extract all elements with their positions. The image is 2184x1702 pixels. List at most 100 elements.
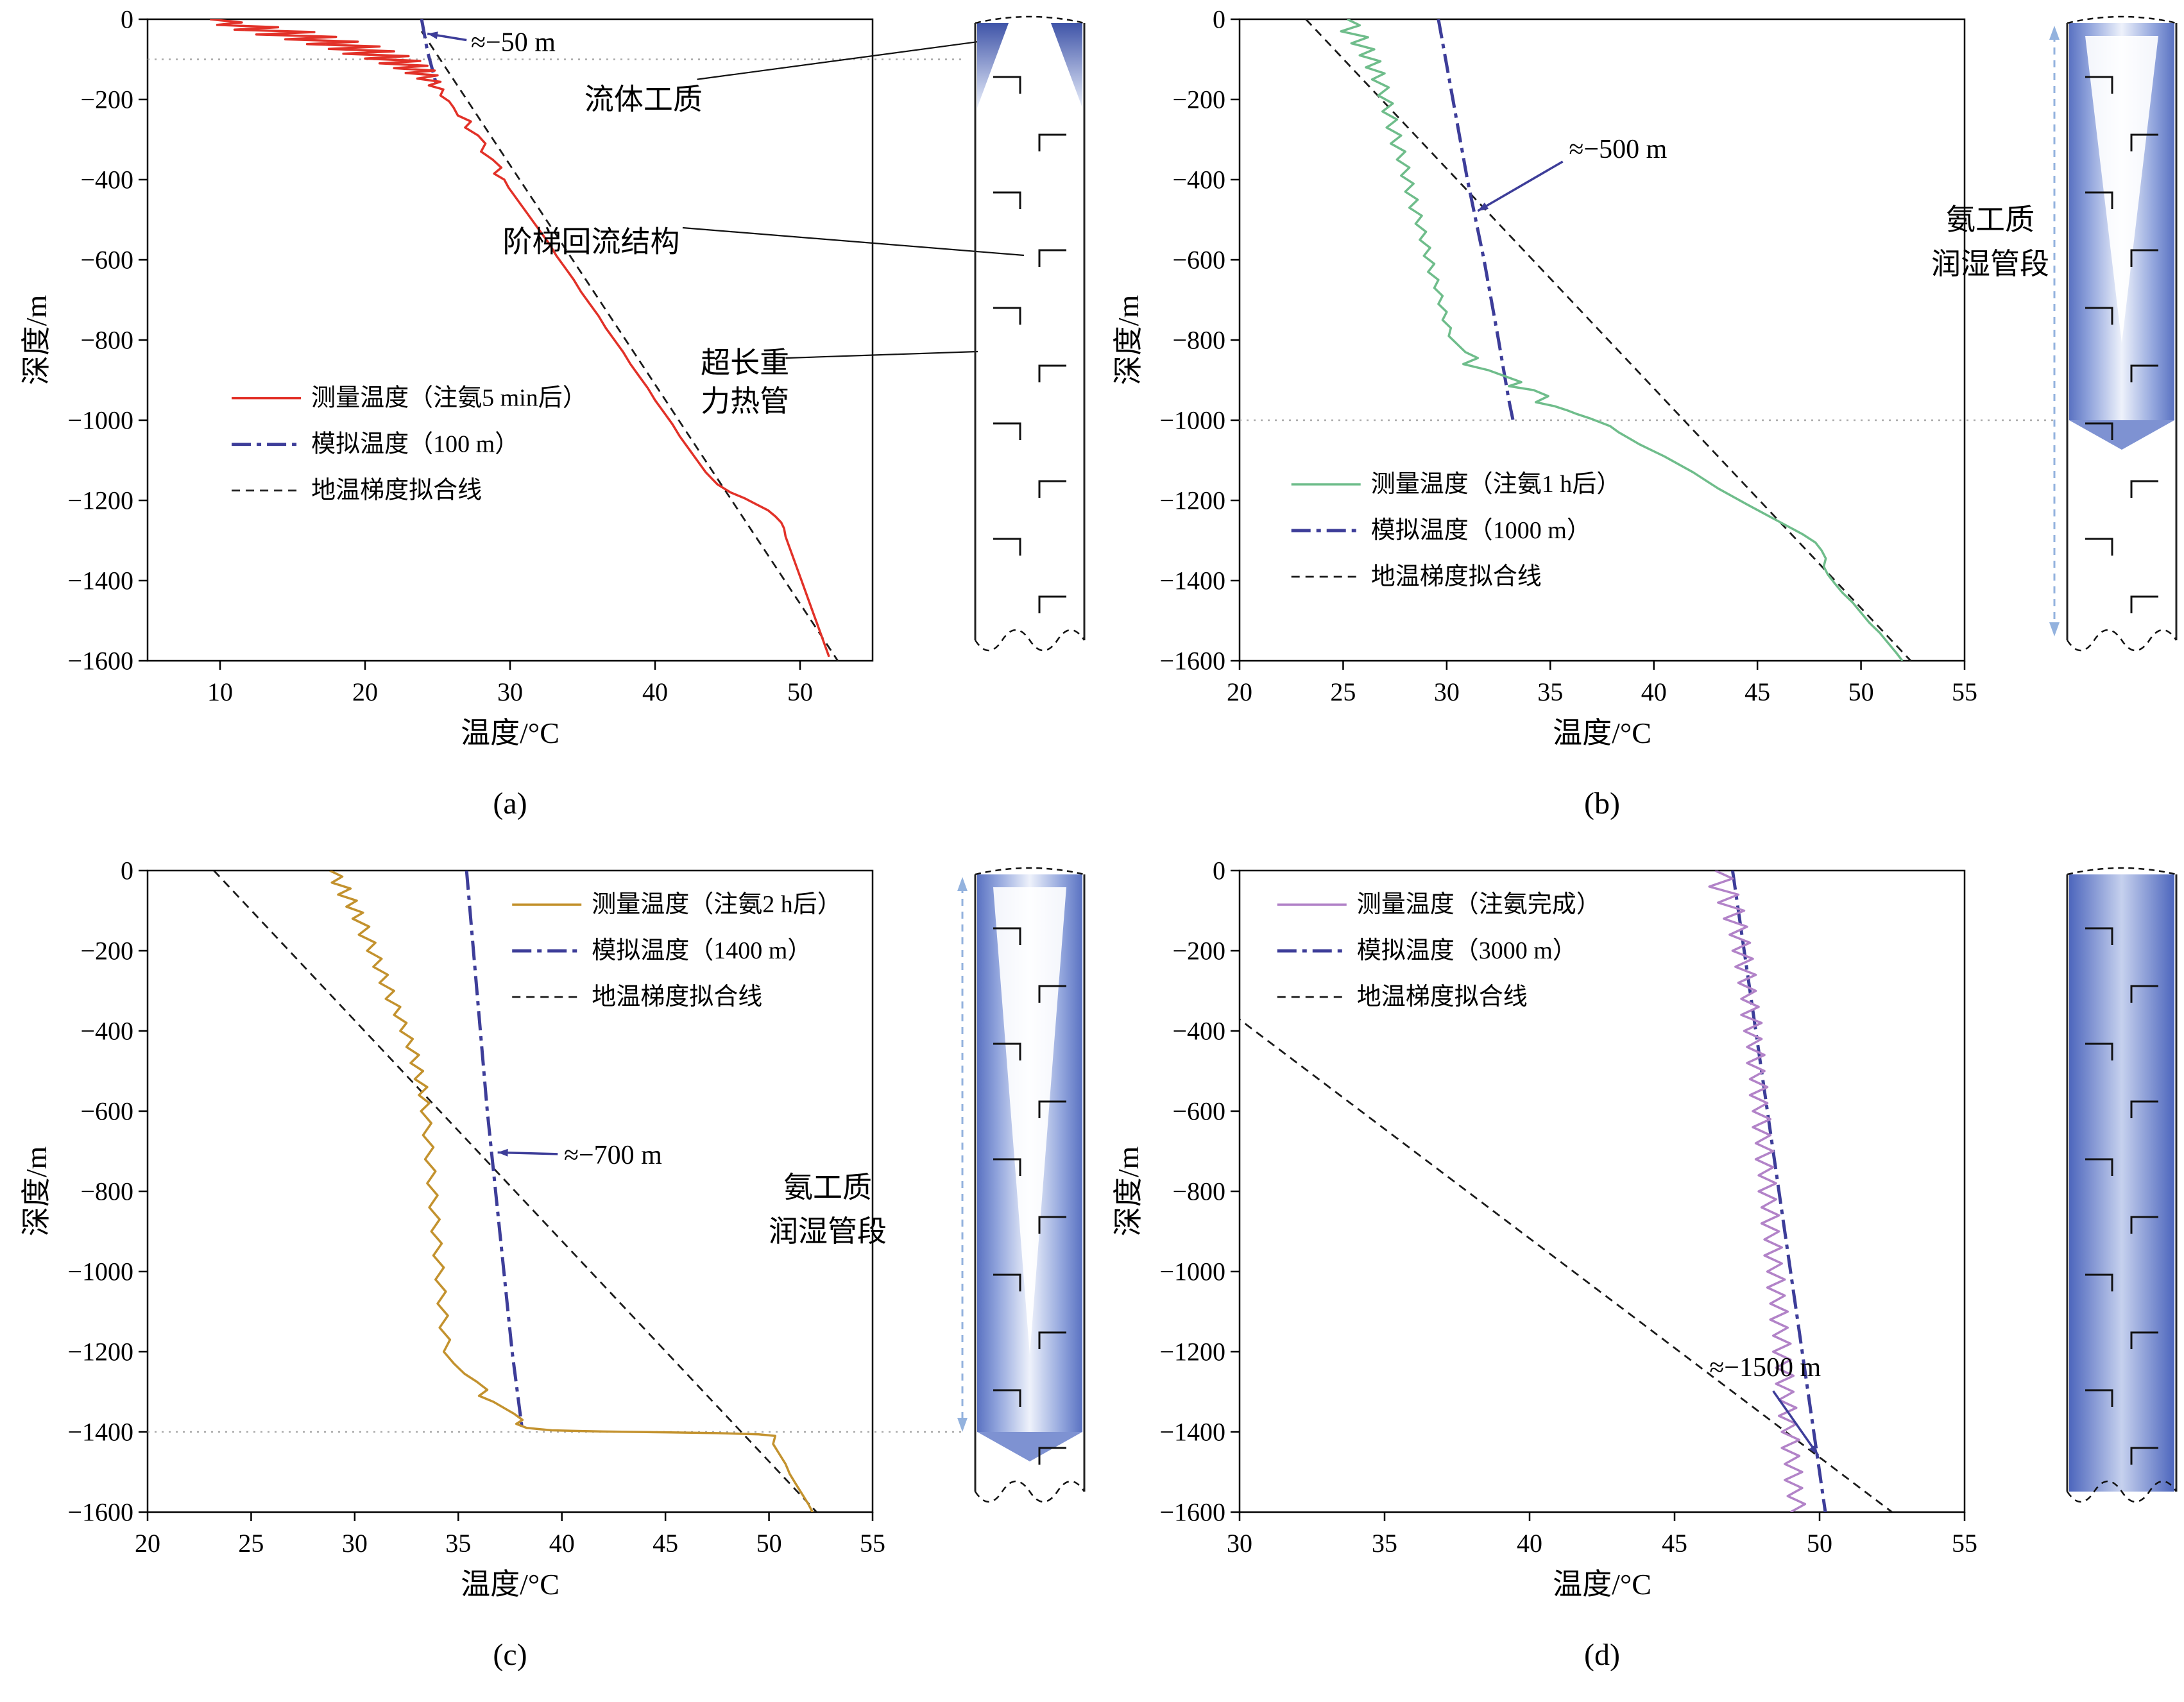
x-tick-label: 45 <box>1745 677 1770 706</box>
y-tick-label: −800 <box>80 1177 133 1206</box>
legend-label: 地温梯度拟合线 <box>1357 983 1528 1010</box>
callout-text: 力热管 <box>701 385 789 418</box>
x-tick-label: 20 <box>1227 677 1252 706</box>
y-tick-label: −1600 <box>67 1498 133 1527</box>
step-return-structures <box>993 76 1066 613</box>
panel-b-figure: 20 25 30 35 40 45 50 55 温度/°C 0 −200 −400 −600 −800 −1… <box>1112 5 2178 821</box>
legend-label: 地温梯度拟合线 <box>311 477 482 504</box>
panel-c-figure: 20 25 30 35 40 45 50 55 温度/°C 0 −200 −400 −600 −800 −1… <box>20 856 1086 1672</box>
x-tick-label: 25 <box>1330 677 1356 706</box>
x-tick-label: 35 <box>1372 1529 1397 1558</box>
plot-frame <box>146 18 874 662</box>
x-axis-title: 温度/°C <box>1553 717 1651 749</box>
y-tick-label: −1400 <box>1159 1418 1225 1447</box>
x-tick-label: 20 <box>135 1529 160 1558</box>
x-tick-label: 35 <box>445 1529 471 1558</box>
legend-label: 模拟温度（1000 m） <box>1371 517 1591 544</box>
x-tick-label: 55 <box>1952 677 1977 706</box>
x-tick-label: 50 <box>787 677 813 706</box>
y-tick-label: 0 <box>1213 856 1225 885</box>
callout-text: 阶梯回流结构 <box>503 225 680 258</box>
y-tick-label: −600 <box>1172 1097 1225 1126</box>
panel-caption: (c) <box>493 1638 527 1672</box>
pipe-bottom-break <box>2066 629 2178 652</box>
y-tick-label: −1600 <box>1159 647 1225 676</box>
x-tick-label: 45 <box>1662 1529 1687 1558</box>
wetted-extent-arrow <box>957 877 968 1432</box>
y-tick-label: −600 <box>1172 246 1225 275</box>
simulated-temperature-series <box>1437 19 1515 421</box>
x-axis-title: 温度/°C <box>1553 1568 1651 1601</box>
x-tick-label: 40 <box>1517 1529 1542 1558</box>
wetted-tip <box>2069 420 2174 450</box>
x-axis: 30 35 40 45 50 55 温度/°C <box>1227 1512 1977 1601</box>
step-return-structures <box>993 927 1066 1465</box>
svg-text:润湿管段: 润湿管段 <box>1931 248 2049 280</box>
pipe-top-break <box>975 867 1085 876</box>
plot-frame <box>1238 18 1966 662</box>
panel-caption: (a) <box>493 787 527 821</box>
measured-temperature-series <box>1340 19 1904 661</box>
depth-annotation: ≈−700 m <box>497 1141 662 1170</box>
x-tick-label: 50 <box>1807 1529 1832 1558</box>
y-axis-title: 深度/m <box>1112 1146 1145 1237</box>
legend-label: 测量温度（注氨1 h后） <box>1371 471 1621 498</box>
y-tick-label: −1000 <box>67 1257 133 1286</box>
series-group <box>210 19 839 661</box>
y-tick-label: −1200 <box>67 486 133 515</box>
y-tick-label: −1400 <box>1159 566 1225 595</box>
x-tick-label: 30 <box>497 677 523 706</box>
callout-text: 超长重 <box>701 346 789 379</box>
depth-annotation: ≈−50 m <box>427 28 556 57</box>
y-axis: 0 −200 −400 −600 −800 −1000 −1200 −1400 −1600 深度/… <box>1112 5 1240 676</box>
pipe-bottom-break <box>2066 1480 2178 1503</box>
x-axis-title: 温度/°C <box>461 717 559 749</box>
y-tick-label: 0 <box>121 5 133 34</box>
plot-frame <box>146 869 874 1513</box>
y-axis-title: 深度/m <box>20 1146 53 1237</box>
wetted-film <box>977 23 1009 108</box>
heat-pipe-schematic <box>974 15 1086 652</box>
x-tick-label: 20 <box>352 677 378 706</box>
x-tick-label: 50 <box>756 1529 782 1558</box>
x-axis: 20 25 30 35 40 45 50 55 温度/°C <box>1227 661 1977 749</box>
x-tick-label: 40 <box>1641 677 1667 706</box>
measured-temperature-series <box>329 871 814 1512</box>
geothermal-gradient-line <box>213 871 817 1512</box>
panel-a-figure: 10 20 30 40 50 温度/°C 0 −200 −400 −600 −800 −1000 −12… <box>20 5 1086 821</box>
wetted-extent-arrow <box>2049 26 2060 636</box>
heat-pipe-schematic <box>2066 867 2178 1503</box>
svg-text:润湿管段: 润湿管段 <box>769 1215 887 1248</box>
depth-annotation: ≈−1500 m <box>1709 1353 1821 1456</box>
y-tick-label: −1200 <box>67 1338 133 1366</box>
measured-temperature-series <box>1708 871 1807 1512</box>
legend-label: 模拟温度（100 m） <box>311 431 519 458</box>
callout: 流体工质 <box>584 40 984 116</box>
x-tick-label: 40 <box>642 677 668 706</box>
x-tick-label: 50 <box>1848 677 1874 706</box>
pipe-top-break <box>2067 15 2177 24</box>
x-tick-label: 35 <box>1537 677 1563 706</box>
y-tick-label: −400 <box>80 166 133 194</box>
y-tick-label: −1000 <box>1159 1257 1225 1286</box>
depth-annotation-text: ≈−700 m <box>564 1141 662 1170</box>
step-return-structures <box>2085 76 2158 613</box>
panel-a: 10 20 30 40 50 温度/°C 0 −200 −400 −600 −800 −1000 −12… <box>0 0 1092 851</box>
x-tick-label: 25 <box>238 1529 264 1558</box>
panel-d: 30 35 40 45 50 55 温度/°C 0 −200 −400 −600 −800 −1000 −… <box>1092 851 2184 1702</box>
pipe-bottom-break <box>974 629 1086 652</box>
x-axis-title: 温度/°C <box>461 1568 559 1601</box>
y-axis-title: 深度/m <box>1112 295 1145 386</box>
y-axis: 0 −200 −400 −600 −800 −1000 −1200 −1400 −1600 深度/… <box>1112 856 1240 1527</box>
heat-pipe-schematic <box>957 867 1086 1503</box>
legend-label: 测量温度（注氨2 h后） <box>592 891 842 918</box>
pipe-top-break <box>2067 867 2177 876</box>
y-tick-label: −800 <box>1172 326 1225 355</box>
depth-annotation-text: ≈−500 m <box>1569 135 1667 164</box>
series-group <box>1305 19 1912 661</box>
depth-annotation: ≈−500 m <box>1477 135 1668 212</box>
svg-text:氨工质: 氨工质 <box>783 1171 872 1204</box>
panel-caption: (d) <box>1584 1638 1620 1672</box>
